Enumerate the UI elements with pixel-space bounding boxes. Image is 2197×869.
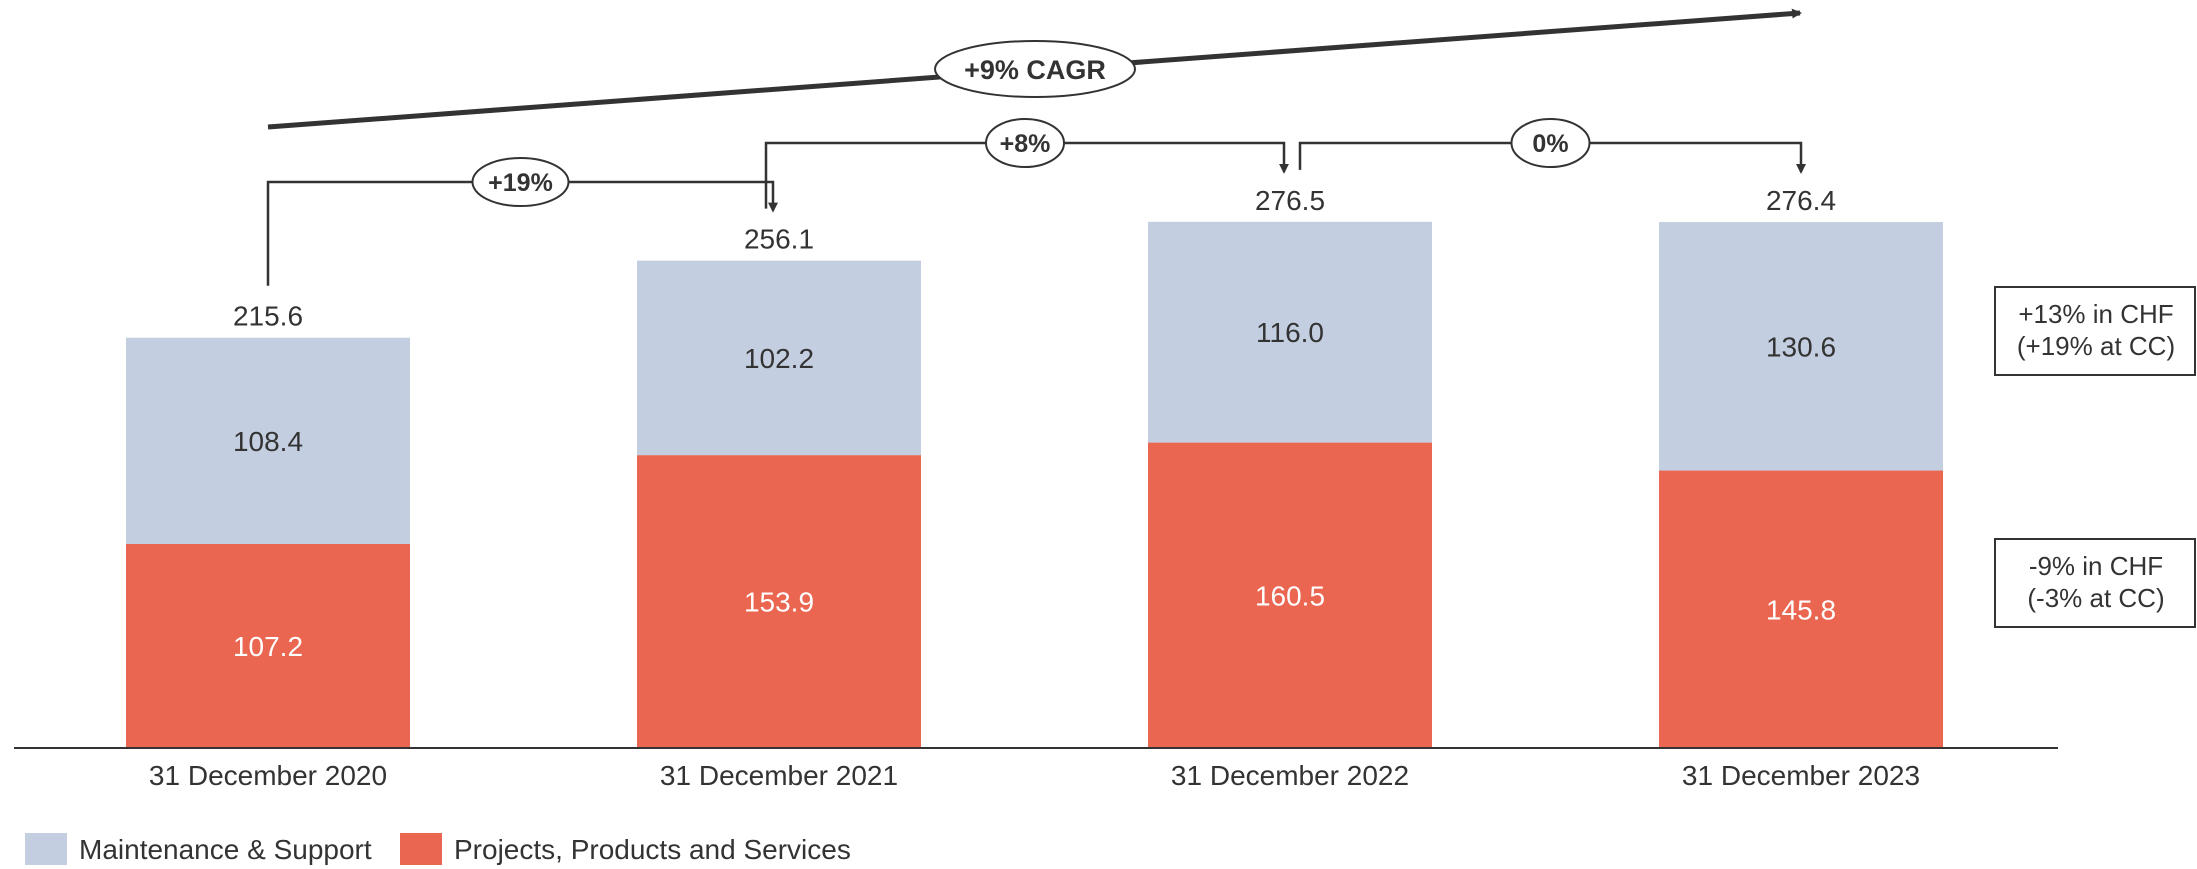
growth-badge [985, 118, 1065, 168]
side-note-text: (-3% at CC) [2027, 583, 2164, 613]
x-tick-label: 31 December 2023 [1682, 760, 1920, 791]
bar-maintenance-support [126, 337, 410, 544]
growth-badge [1510, 118, 1591, 168]
legend-label: Projects, Products and Services [454, 834, 851, 865]
side-note-text: +13% in CHF [2018, 299, 2173, 329]
data-label-maintenance: 130.6 [1766, 331, 1836, 362]
x-tick-label: 31 December 2021 [660, 760, 898, 791]
growth-badge [471, 157, 570, 207]
side-note-box [1994, 538, 2196, 628]
data-label-projects: 145.8 [1766, 594, 1836, 625]
growth-label: +8% [1000, 130, 1051, 158]
x-tick-label: 31 December 2020 [149, 760, 387, 791]
bar-maintenance-support [1148, 221, 1432, 443]
data-label-maintenance: 116.0 [1256, 317, 1324, 348]
total-label: 256.1 [744, 224, 814, 255]
bar-projects-products-services [637, 455, 921, 748]
data-label-maintenance: 108.4 [233, 426, 303, 457]
total-label: 215.6 [233, 301, 303, 332]
bar-projects-products-services [1148, 442, 1432, 748]
side-note-box [1994, 286, 2196, 376]
total-label: 276.5 [1255, 185, 1325, 216]
data-label-projects: 160.5 [1255, 580, 1325, 611]
data-label-projects: 153.9 [744, 587, 814, 618]
bar-maintenance-support [1659, 222, 1943, 471]
legend-swatch [400, 833, 442, 865]
legend-label: Maintenance & Support [79, 834, 372, 865]
data-label-maintenance: 102.2 [744, 343, 814, 374]
total-label: 276.4 [1766, 185, 1836, 216]
legend-swatch [25, 833, 67, 865]
bar-projects-products-services [1659, 470, 1943, 748]
growth-label: +19% [488, 169, 553, 197]
side-note-text: (+19% at CC) [2017, 331, 2175, 361]
cagr-badge [934, 40, 1136, 98]
cagr-label: +9% CAGR [964, 55, 1106, 85]
growth-label: 0% [1532, 130, 1568, 158]
side-note-text: -9% in CHF [2029, 551, 2163, 581]
x-tick-label: 31 December 2022 [1171, 760, 1409, 791]
bar-maintenance-support [637, 260, 921, 456]
bar-projects-products-services [126, 543, 410, 748]
data-label-projects: 107.2 [233, 631, 303, 662]
